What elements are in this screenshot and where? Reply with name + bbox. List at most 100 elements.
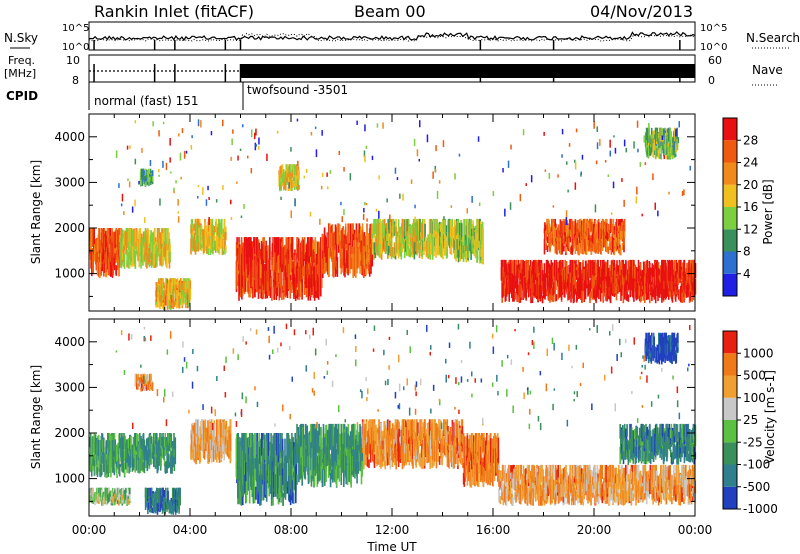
echo-mark (189, 288, 192, 300)
echo-mark (165, 490, 167, 501)
echo-mark (222, 229, 225, 247)
echo-mark (168, 499, 170, 507)
echo-mark (160, 449, 162, 467)
y-tick-label: 2000 (54, 221, 85, 235)
echo-mark (436, 190, 439, 199)
echo-mark (673, 259, 676, 275)
echo-mark (101, 228, 104, 244)
echo-mark (120, 228, 123, 242)
echo-mark (425, 236, 427, 248)
echo-mark (630, 272, 633, 291)
echo-mark (108, 492, 111, 497)
echo-mark (197, 119, 200, 127)
echo-mark (210, 448, 213, 463)
echo-mark (291, 237, 294, 261)
echo-mark (164, 449, 166, 456)
echo-mark (506, 268, 509, 279)
echo-mark (627, 294, 630, 302)
echo-mark (230, 217, 233, 220)
echo-mark (392, 218, 395, 236)
echo-mark (660, 143, 662, 160)
echo-mark (127, 251, 130, 269)
echo-mark (287, 237, 289, 257)
echo-mark (625, 261, 627, 283)
echo-mark (678, 289, 681, 301)
echo-mark (94, 246, 96, 259)
echo-mark (115, 445, 118, 462)
echo-mark (286, 164, 289, 174)
echo-mark (158, 174, 160, 177)
echo-mark (185, 150, 188, 154)
freq-label-line2: [MHz] (4, 67, 36, 80)
cpid-label: CPID (6, 89, 38, 103)
echo-mark (191, 435, 193, 452)
echo-mark (259, 256, 262, 287)
echo-mark (168, 299, 171, 310)
echo-mark (110, 459, 112, 478)
echo-mark (667, 135, 669, 148)
echo-mark (247, 447, 249, 465)
echo-mark (245, 481, 248, 503)
y-tick-label: 3000 (54, 175, 85, 189)
echo-mark (581, 290, 583, 303)
echo-mark (240, 237, 243, 260)
echo-mark (176, 491, 178, 498)
echo-mark (406, 219, 409, 234)
echo-mark (675, 144, 678, 152)
noise-right-bottom-tick: 10^0 (700, 42, 727, 53)
echo-mark (239, 480, 242, 505)
echo-mark (623, 284, 626, 300)
echo-mark (345, 239, 347, 249)
echo-mark (672, 139, 675, 155)
echo-mark (163, 282, 165, 289)
echo-mark (623, 139, 626, 147)
echo-mark (131, 206, 134, 213)
echo-mark (580, 171, 582, 175)
echo-mark (462, 254, 465, 262)
echo-mark (687, 274, 689, 298)
echo-mark (145, 460, 147, 469)
echo-mark (681, 283, 683, 293)
echo-mark (604, 160, 607, 163)
echo-mark (545, 243, 548, 250)
echo-mark (419, 218, 421, 235)
echo-mark (158, 130, 160, 137)
echo-mark (465, 241, 468, 263)
echo-mark (159, 297, 161, 309)
echo-mark (345, 246, 347, 259)
echo-mark (562, 218, 565, 231)
echo-mark (589, 293, 591, 303)
echo-mark (230, 199, 232, 205)
echo-mark (637, 148, 639, 153)
echo-mark (169, 157, 171, 163)
echo-mark (509, 268, 512, 292)
echo-mark (544, 222, 546, 238)
echo-mark (439, 224, 441, 232)
echo-mark (584, 223, 587, 240)
echo-mark (174, 489, 177, 498)
echo-mark (641, 213, 643, 217)
echo-mark (686, 263, 688, 286)
echo-mark (336, 242, 338, 265)
echo-mark (678, 259, 680, 275)
echo-mark (145, 175, 148, 181)
echo-mark (621, 222, 623, 242)
echo-mark (109, 490, 112, 495)
echo-mark (139, 228, 142, 247)
echo-mark (249, 257, 251, 291)
echo-mark (229, 419, 232, 435)
echo-mark (525, 183, 527, 186)
echo-mark (355, 223, 358, 240)
echo-mark (287, 186, 290, 192)
echo-mark (269, 237, 271, 261)
echo-mark (162, 487, 164, 499)
echo-mark (558, 290, 561, 298)
echo-mark (170, 433, 173, 448)
echo-mark (554, 237, 556, 254)
beam-label: Beam 00 (354, 2, 426, 21)
echo-mark (166, 251, 168, 269)
colorbar-tick-label: 12 (743, 222, 758, 236)
echo-mark (253, 237, 255, 257)
echo-mark (308, 269, 310, 283)
echo-mark (173, 433, 175, 450)
